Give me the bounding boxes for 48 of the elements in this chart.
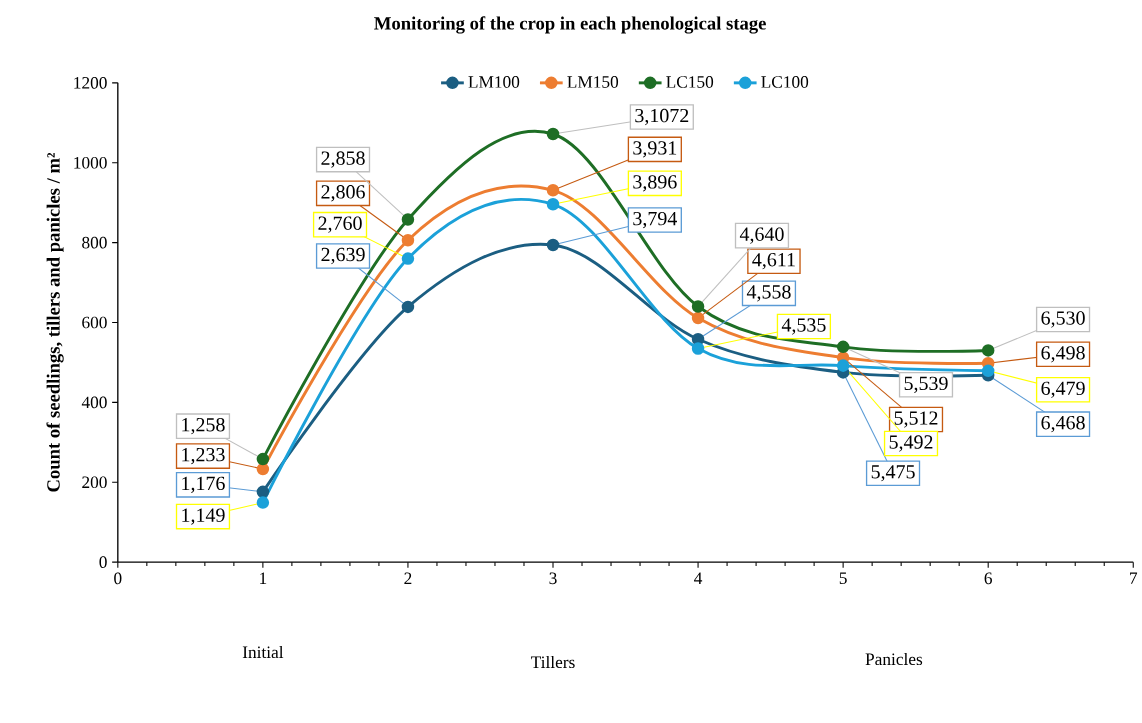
annotation: 3,1072 xyxy=(635,108,689,126)
annotation: 3,794 xyxy=(633,211,677,229)
y-tick-label: 800 xyxy=(82,236,107,249)
chart-title: Monitoring of the crop in each phenological stage xyxy=(374,16,766,34)
annotation: 2,858 xyxy=(321,151,365,168)
x-tick-label: 7 xyxy=(1130,572,1138,584)
y-tick-label: 1000 xyxy=(74,156,107,169)
annotation: 6,468 xyxy=(1041,416,1085,433)
x-tick-label: 6 xyxy=(984,572,992,585)
annotation: 4,640 xyxy=(739,227,784,244)
annotation: 5,539 xyxy=(904,376,948,393)
annotation: 1,258 xyxy=(182,418,225,435)
y-tick-label: 0 xyxy=(99,556,107,569)
x-tick-label: 2 xyxy=(404,572,412,585)
annotation: 5,492 xyxy=(889,435,933,452)
x-tick-label: 3 xyxy=(549,572,557,585)
annotation: 5,512 xyxy=(894,411,938,428)
y-tick-label: 1200 xyxy=(74,77,107,89)
y-tick-label: 600 xyxy=(82,316,107,329)
annotation: 6,530 xyxy=(1041,311,1085,328)
y-axis-title: Count of seedlings, tillers and panicles / m² xyxy=(46,152,64,492)
annotation: 5,475 xyxy=(871,465,915,482)
legend-label: LC150 xyxy=(666,76,714,88)
x-tick-label: 4 xyxy=(694,572,703,584)
annotation: 4,611 xyxy=(752,253,795,270)
annotation: 1,176 xyxy=(182,476,225,494)
text: Tillers xyxy=(531,655,575,669)
annotation: 2,639 xyxy=(321,247,365,265)
annotation: 4,558 xyxy=(746,285,791,302)
x-tick-label: 1 xyxy=(260,572,267,584)
annotation: 3,896 xyxy=(633,175,677,192)
y-tick-label: 400 xyxy=(81,396,107,409)
legend-label: LM150 xyxy=(567,76,619,88)
annotation: 1,149 xyxy=(182,508,225,525)
text: Panicles xyxy=(865,652,923,666)
annotation: 2,806 xyxy=(321,185,365,202)
annotation: 6,479 xyxy=(1041,381,1085,398)
annotation: 1,233 xyxy=(182,448,225,465)
x-tick-label: 0 xyxy=(114,572,122,585)
annotation: 2,760 xyxy=(318,216,362,233)
annotation: 4,535 xyxy=(781,318,826,335)
text: Initial xyxy=(242,645,284,659)
y-tick-label: 200 xyxy=(82,476,107,489)
annotation: 3,931 xyxy=(633,141,677,158)
legend-label: LM100 xyxy=(468,76,520,88)
x-tick-label: 5 xyxy=(839,572,847,585)
annotation: 6,498 xyxy=(1041,346,1085,363)
legend-label: LC100 xyxy=(761,76,809,88)
